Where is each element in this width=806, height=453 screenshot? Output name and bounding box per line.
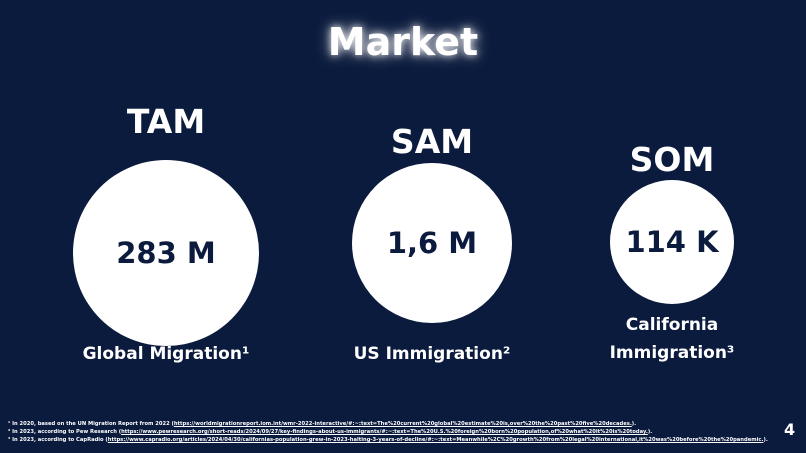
footnote-text: ³ In 2023, according to CapRadio ( xyxy=(8,437,108,443)
footnote: ¹ In 2020, based on the UN Migration Rep… xyxy=(8,421,778,427)
footnote-text: ). xyxy=(631,421,637,427)
market-value: 114 K xyxy=(625,225,719,259)
footnote-text: ). xyxy=(763,437,768,443)
market-label: SOM xyxy=(629,140,715,179)
footnote-link[interactable]: https://www.pewresearch.org/short-reads/… xyxy=(121,429,648,435)
market-description: US Immigration² xyxy=(302,340,562,368)
market-label: SAM xyxy=(390,122,474,161)
footnote-text: ¹ In 2020, based on the UN Migration Rep… xyxy=(8,421,174,427)
footnote-link[interactable]: https://www.capradio.org/articles/2024/0… xyxy=(107,437,764,443)
market-circle: 1,6 M xyxy=(352,163,512,323)
market-circle: 114 K xyxy=(610,180,734,304)
market-value: 1,6 M xyxy=(386,226,478,260)
description-line: California xyxy=(625,315,719,335)
description-line: Immigration³ xyxy=(609,343,735,363)
market-description: Global Migration¹ xyxy=(36,340,296,368)
description-line: Global Migration¹ xyxy=(82,344,250,364)
footnote-text: ² In 2023, according to Pew Research ( xyxy=(8,429,122,435)
footnote-link[interactable]: https://worldmigrationreport.iom.int/wmr… xyxy=(173,421,632,427)
footnote: ² In 2023, according to Pew Research (ht… xyxy=(8,429,778,435)
market-description: California Immigration³ xyxy=(542,311,802,367)
page-number: 4 xyxy=(784,420,796,439)
footnote: ³ In 2023, according to CapRadio (https:… xyxy=(8,437,778,443)
market-circle: 283 M xyxy=(73,160,259,346)
slide-title: Market xyxy=(327,20,479,64)
market-value: 283 M xyxy=(116,236,216,270)
footnote-text: ). xyxy=(647,429,653,435)
description-line: US Immigration² xyxy=(353,344,511,364)
market-label: TAM xyxy=(126,102,206,141)
